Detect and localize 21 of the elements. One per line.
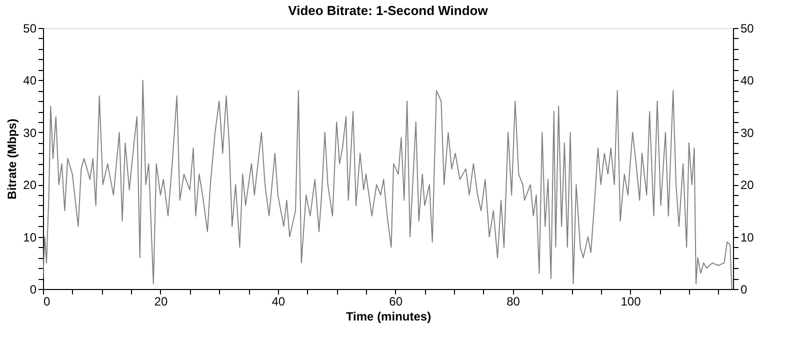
y-tick-label: 0 [30,282,37,296]
chart-title: Video Bitrate: 1-Second Window [288,3,489,18]
y-tick-label: 30 [23,126,37,140]
y2-tick-label: 40 [740,74,754,88]
x-tick-label: 80 [506,294,520,308]
y-tick-label: 20 [23,178,37,192]
x-axis-title: Time (minutes) [346,310,432,324]
x-tick-label: 20 [154,294,168,308]
y-tick-label: 10 [23,230,37,244]
y2-tick-label: 10 [740,230,754,244]
y2-tick-label: 30 [740,126,754,140]
x-tick-label: 40 [272,294,286,308]
x-tick-label: 0 [44,294,50,308]
y-tick-label: 50 [23,22,37,36]
y-axis-title: Bitrate (Mbps) [5,118,20,200]
x-tick-label: 100 [620,294,642,308]
y-tick-label: 40 [23,74,37,88]
y2-tick-label: 50 [740,22,754,36]
y2-tick-label: 20 [740,178,754,192]
x-tick-label: 60 [389,294,403,308]
y2-tick-label: 0 [740,282,748,296]
